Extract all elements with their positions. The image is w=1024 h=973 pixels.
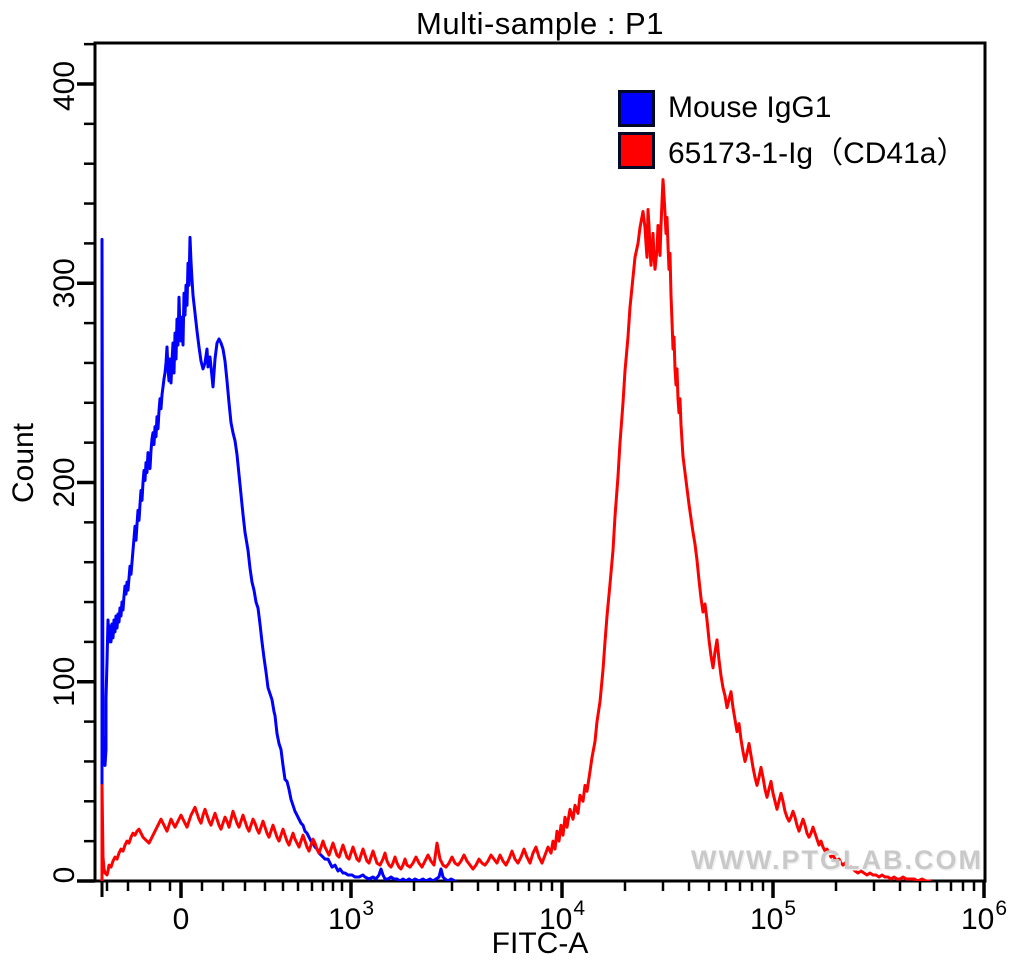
legend-item-cd41a: 65173-1-Ig（CD41a） — [618, 129, 967, 171]
svg-text:300: 300 — [48, 258, 81, 308]
svg-text:100: 100 — [48, 657, 81, 707]
svg-text:0: 0 — [173, 903, 190, 936]
svg-text:200: 200 — [48, 457, 81, 507]
legend-item-mouse-igg1: Mouse IgG1 — [618, 87, 967, 129]
watermark: WWW.PTGLAB.COM — [691, 845, 983, 875]
legend-label: 65173-1-Ig（CD41a） — [668, 137, 967, 170]
legend: Mouse IgG1 65173-1-Ig（CD41a） — [618, 87, 967, 171]
svg-text:103: 103 — [328, 897, 374, 936]
legend-swatch-red — [618, 131, 655, 169]
x-axis-label: FITC-A — [491, 927, 589, 960]
svg-text:106: 106 — [961, 897, 1007, 936]
y-axis-label: Count — [7, 422, 40, 504]
chart-title: Multi-sample : P1 — [416, 6, 664, 41]
svg-text:0: 0 — [48, 867, 81, 884]
svg-text:400: 400 — [48, 61, 81, 111]
legend-label: Mouse IgG1 — [668, 91, 832, 124]
svg-text:104: 104 — [539, 897, 585, 936]
legend-swatch-blue — [618, 89, 655, 127]
svg-text:105: 105 — [750, 897, 796, 936]
